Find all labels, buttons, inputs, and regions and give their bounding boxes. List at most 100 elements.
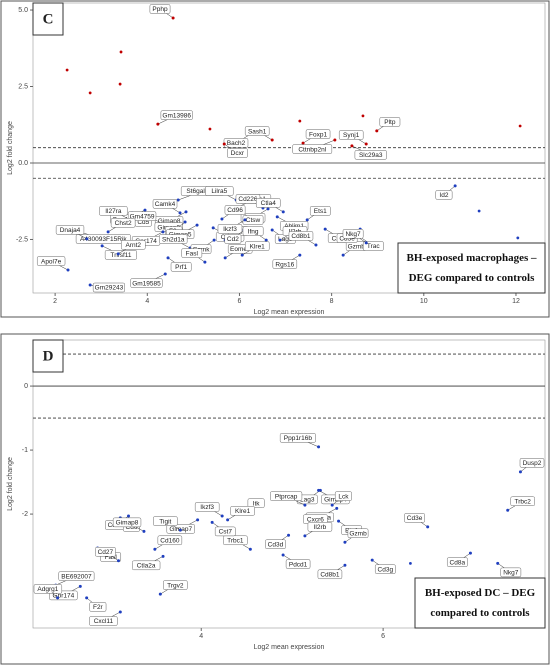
gene-label-box: [510, 496, 535, 506]
point: [56, 596, 60, 600]
gene-label-box: [75, 234, 131, 244]
gene-label-box: [153, 516, 178, 526]
point: [161, 230, 165, 234]
gene-label: Ifng: [248, 228, 259, 235]
gene-label: Itk: [253, 500, 261, 507]
gene-label-box: [435, 190, 453, 200]
gene-label-box: [36, 256, 66, 266]
gene-label-box: [95, 547, 116, 557]
gene-label: Il2rb: [314, 524, 327, 531]
point: [506, 508, 510, 512]
point: [298, 253, 302, 257]
point: [119, 50, 123, 54]
gene-label-box: [317, 569, 343, 580]
gene-label-box: [104, 250, 137, 260]
gene-label: BE692007: [61, 573, 92, 580]
point: [118, 82, 122, 86]
point: [156, 122, 160, 126]
point: [240, 253, 244, 257]
point: [264, 238, 268, 242]
gene-label-box: [217, 224, 243, 234]
point: [278, 238, 282, 242]
point: [270, 228, 274, 232]
gene-label-box: [265, 539, 286, 549]
point: [281, 210, 285, 214]
gene-label-box: [152, 199, 178, 209]
point: [85, 596, 89, 600]
gene-label-box: [55, 225, 85, 235]
gene-label: Cd3e: [407, 515, 423, 522]
gene-label: Cd27: [98, 549, 114, 556]
y-axis-label: Log2 fold change: [7, 121, 14, 175]
point: [166, 256, 170, 260]
gene-label: Cttnbp2nl: [298, 146, 326, 153]
gene-label: Sash1: [248, 128, 267, 135]
y-tick-label: -1: [22, 447, 28, 454]
gene-label: Lag3: [300, 497, 315, 504]
gene-label: Trac: [367, 243, 381, 250]
point: [341, 253, 345, 257]
gene-label: Gimap8: [158, 218, 181, 225]
gene-label: Sh2d1a: [162, 236, 185, 243]
gene-label: Gpr174: [135, 238, 157, 245]
point: [163, 272, 167, 276]
gene-label: Cd8b1: [291, 233, 311, 240]
x-tick-label: 4: [199, 633, 203, 640]
gene-label: Gm4759: [130, 213, 155, 220]
gene-label: St6galnac3: [186, 188, 219, 195]
point: [518, 124, 522, 128]
gene-label-box: [131, 560, 161, 571]
point: [303, 503, 307, 507]
gene-label-box: [194, 502, 220, 512]
gene-label: Chst2: [115, 220, 132, 227]
point: [364, 142, 368, 146]
gene-label: Dnaja4: [60, 227, 81, 234]
point: [516, 236, 520, 240]
gene-label: Cd3d: [268, 541, 284, 548]
point: [343, 540, 347, 544]
gene-label-box: [288, 231, 314, 241]
point: [208, 127, 212, 131]
gene-label: A430093F15Rik: [80, 236, 127, 243]
gene-label-box: [89, 616, 118, 626]
gene-label: Gm29243: [95, 285, 124, 292]
point: [453, 184, 457, 188]
gene-label-box: [305, 129, 331, 139]
point: [330, 503, 334, 507]
y-tick-label: -2: [22, 511, 28, 518]
gene-label: Synj1: [343, 132, 360, 139]
gene-label: Cd8b1: [320, 571, 340, 578]
point: [161, 554, 165, 558]
gene-label: Id2: [439, 192, 448, 199]
gene-label-box: [149, 4, 171, 14]
point: [301, 141, 305, 145]
panel-letter: D: [43, 348, 54, 364]
annotation: BH-exposed DC – DEG compared to controls: [424, 587, 536, 619]
x-tick-label: 6: [381, 633, 385, 640]
point: [65, 68, 69, 72]
point: [211, 226, 215, 230]
point: [468, 551, 472, 555]
point: [266, 207, 270, 211]
gene-label-box: [446, 557, 468, 567]
annotation-box: [397, 242, 546, 294]
gene-label: Cd5: [137, 219, 149, 226]
point: [106, 230, 110, 234]
gene-label: Adgrg1: [37, 586, 58, 593]
point: [337, 519, 341, 523]
gene-label: Ctla2a: [137, 563, 156, 570]
point: [183, 220, 187, 224]
point: [375, 129, 379, 133]
gene-label-box: [309, 206, 331, 216]
gene-label-box: [242, 215, 264, 225]
gene-label: Ets1: [314, 208, 327, 215]
gene-label-box: [347, 528, 369, 538]
gene-label-box: [224, 205, 246, 215]
x-tick-label: 12: [512, 298, 520, 305]
gene-label: Fasl: [105, 554, 118, 561]
gene-label: Ikzf3: [223, 226, 237, 233]
gene-label-box: [362, 241, 384, 251]
point: [226, 518, 230, 522]
point: [153, 547, 157, 551]
point: [323, 227, 327, 231]
